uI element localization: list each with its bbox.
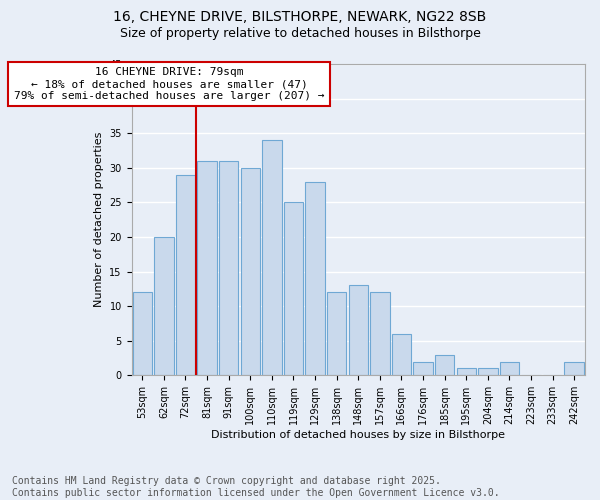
Text: Size of property relative to detached houses in Bilsthorpe: Size of property relative to detached ho… bbox=[119, 28, 481, 40]
Text: 16 CHEYNE DRIVE: 79sqm
← 18% of detached houses are smaller (47)
79% of semi-det: 16 CHEYNE DRIVE: 79sqm ← 18% of detached… bbox=[14, 68, 325, 100]
Bar bbox=[565, 362, 584, 376]
Bar bbox=[435, 354, 454, 376]
Bar bbox=[327, 292, 346, 376]
Bar bbox=[392, 334, 411, 376]
Bar bbox=[262, 140, 281, 376]
Bar bbox=[133, 292, 152, 376]
Bar bbox=[349, 286, 368, 376]
Bar bbox=[176, 174, 195, 376]
Bar bbox=[413, 362, 433, 376]
Bar bbox=[284, 202, 303, 376]
Bar bbox=[370, 292, 389, 376]
Bar bbox=[457, 368, 476, 376]
Bar bbox=[500, 362, 519, 376]
Bar bbox=[305, 182, 325, 376]
Bar bbox=[154, 237, 173, 376]
Bar bbox=[478, 368, 497, 376]
Text: Contains HM Land Registry data © Crown copyright and database right 2025.
Contai: Contains HM Land Registry data © Crown c… bbox=[12, 476, 500, 498]
Y-axis label: Number of detached properties: Number of detached properties bbox=[94, 132, 104, 308]
Bar bbox=[219, 161, 238, 376]
Bar bbox=[241, 168, 260, 376]
Text: 16, CHEYNE DRIVE, BILSTHORPE, NEWARK, NG22 8SB: 16, CHEYNE DRIVE, BILSTHORPE, NEWARK, NG… bbox=[113, 10, 487, 24]
X-axis label: Distribution of detached houses by size in Bilsthorpe: Distribution of detached houses by size … bbox=[211, 430, 505, 440]
Bar bbox=[197, 161, 217, 376]
